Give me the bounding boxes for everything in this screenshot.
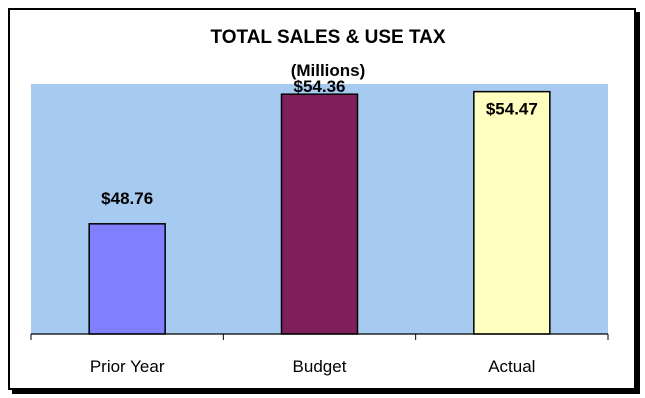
data-label: $54.36 [294,77,346,96]
bar-prior-year [88,223,166,335]
bar-budget [280,93,359,335]
data-label: $54.47 [486,100,538,119]
chart-title: TOTAL SALES & USE TAX [210,27,445,48]
x-tick-label: Budget [293,357,347,376]
chart-subtitle: (Millions) [291,61,366,80]
x-tick-label: Prior Year [90,357,165,376]
data-label: $48.76 [101,189,153,208]
x-tick-label: Actual [488,357,535,376]
bar-actual [473,90,551,335]
